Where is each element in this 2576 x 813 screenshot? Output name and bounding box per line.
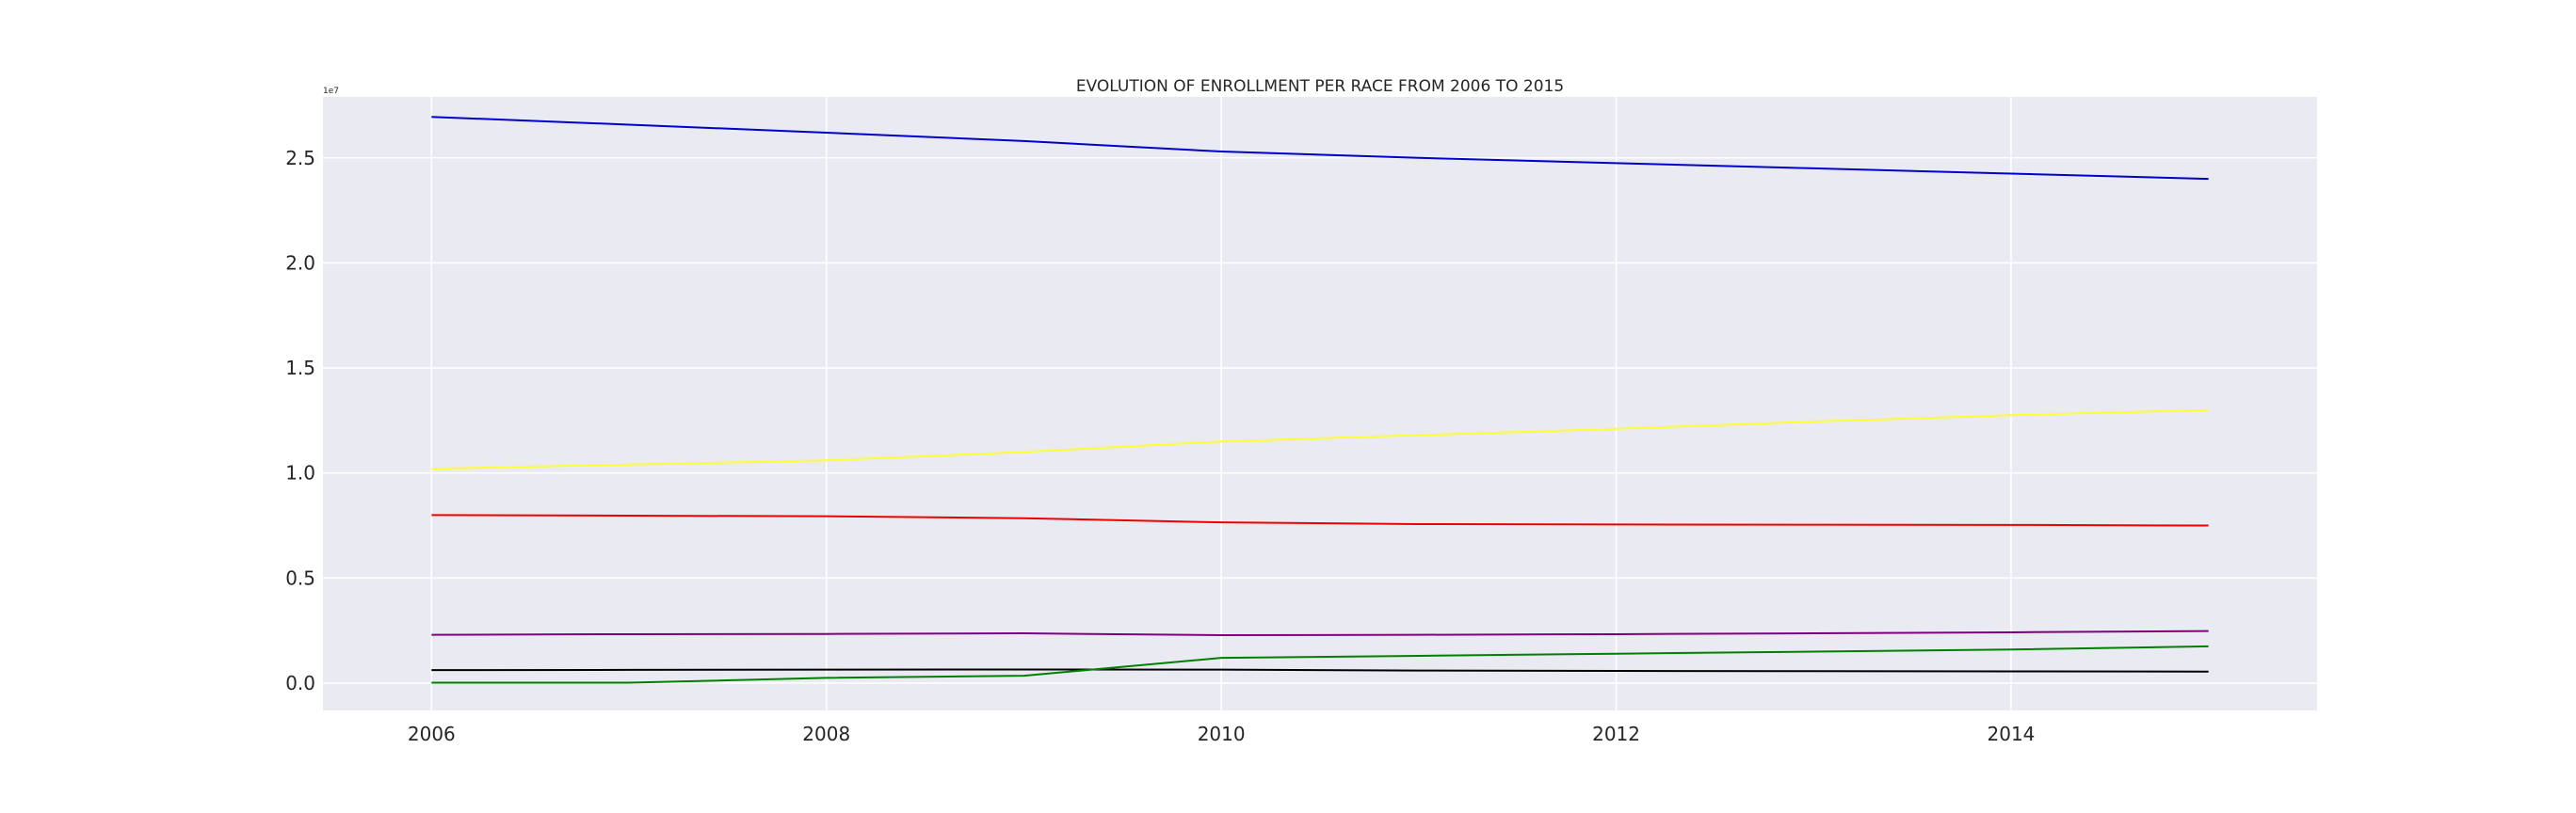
series-line-6 — [431, 645, 2209, 684]
series-line-4 — [431, 630, 2209, 637]
plot-area-background — [323, 97, 2317, 710]
x-tick-label: 2008 — [802, 723, 850, 745]
grid-lines — [323, 97, 2317, 710]
x-tick-label: 2010 — [1198, 723, 1246, 745]
series-line-1 — [431, 116, 2209, 181]
y-tick-label: 0.5 — [285, 566, 315, 589]
y-tick-label: 0.0 — [285, 672, 315, 694]
x-tick-label: 2014 — [1988, 723, 2036, 745]
y-axis-scale-label: 1e7 — [323, 87, 339, 96]
chart-title: EVOLUTION OF ENROLLMENT PER RACE FROM 20… — [1076, 77, 1564, 96]
y-tick-label: 1.0 — [285, 462, 315, 485]
series-lines — [431, 116, 2209, 684]
y-tick-label: 2.5 — [285, 147, 315, 169]
x-tick-label: 2006 — [408, 723, 456, 745]
x-tick-label: 2012 — [1592, 723, 1640, 745]
series-line-5 — [431, 668, 2209, 673]
y-tick-label: 2.0 — [285, 251, 315, 274]
y-axis-tick-labels: 0.0 0.5 1.0 1.5 2.0 2.5 — [285, 147, 315, 694]
series-line-3 — [431, 514, 2209, 527]
series-line-2 — [431, 408, 2209, 470]
x-axis-tick-labels: 2006 2008 2010 2012 2014 — [408, 723, 2036, 745]
y-tick-label: 1.5 — [285, 357, 315, 379]
